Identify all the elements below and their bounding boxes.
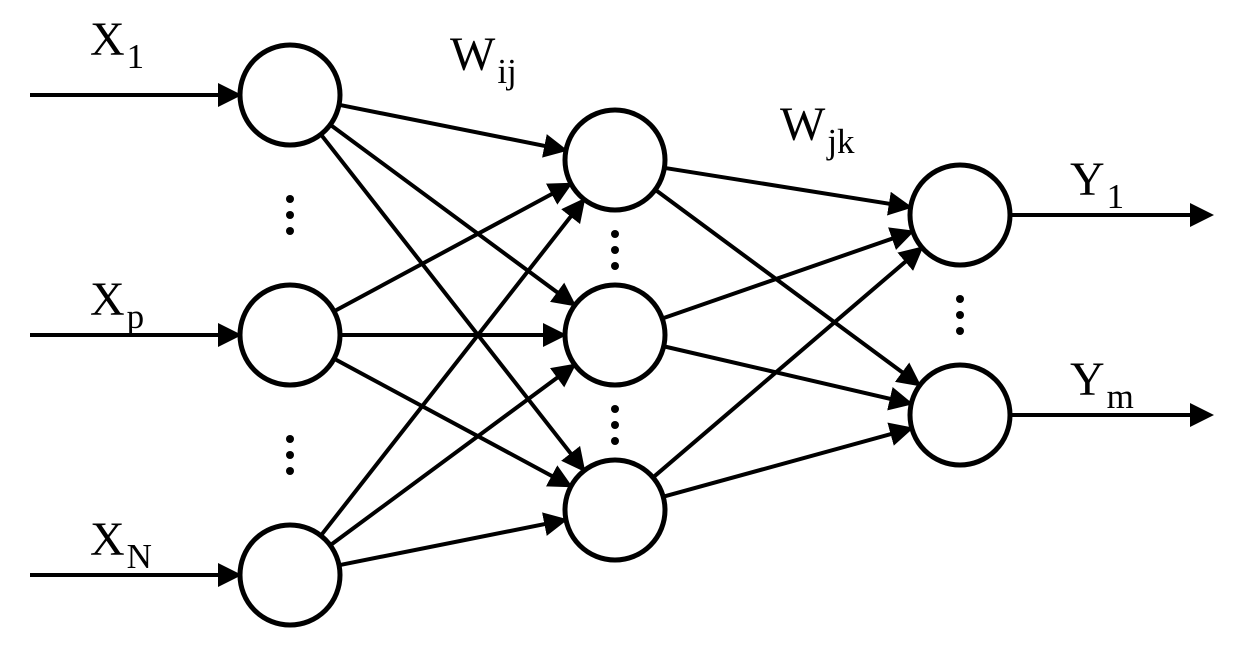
input-label-x1-main: X xyxy=(90,13,125,66)
edge-i1-h2 xyxy=(332,126,573,304)
output-label-ym: Ym xyxy=(1070,353,1134,416)
hidden-node-h2 xyxy=(565,285,665,385)
input-label-x1: X1 xyxy=(90,13,144,76)
weight-label-wij-main: W xyxy=(450,28,496,81)
output-label-y1-sub: 1 xyxy=(1107,177,1125,216)
hidden-node-h1 xyxy=(565,110,665,210)
output-ellipsis-1 xyxy=(956,295,964,335)
input-label-xn-main: X xyxy=(90,513,125,566)
input-label-xn-sub: N xyxy=(127,537,152,576)
edge-h2-o1 xyxy=(664,232,911,318)
output-node-o1 xyxy=(910,165,1010,265)
weight-label-wjk: Wjk xyxy=(780,98,855,161)
input-label-x1-sub: 1 xyxy=(127,37,145,76)
hidden-node-h3 xyxy=(565,460,665,560)
output-label-ym-main: Y xyxy=(1070,353,1105,406)
output-label-y1-main: Y xyxy=(1070,153,1105,206)
edge-i1-h1 xyxy=(341,105,564,150)
edge-i1-h3 xyxy=(322,136,583,469)
input-label-xn: XN xyxy=(90,513,152,576)
hidden-ellipsis-2 xyxy=(611,405,619,445)
output-label-y1: Y1 xyxy=(1070,153,1124,216)
weight-label-wjk-sub: jk xyxy=(825,122,855,161)
input-ellipsis-1 xyxy=(286,195,294,235)
edge-i3-h1 xyxy=(322,201,583,534)
input-label-xp: Xp xyxy=(90,273,144,336)
edge-h1-o1 xyxy=(666,168,908,207)
output-label-ym-sub: m xyxy=(1107,377,1134,416)
weight-label-wij: Wij xyxy=(450,28,517,91)
input-ellipsis-2 xyxy=(286,435,294,475)
hidden-ellipsis-1 xyxy=(611,230,619,270)
output-node-o2 xyxy=(910,365,1010,465)
weight-label-wjk-main: W xyxy=(780,98,826,151)
neural-network-diagram: X1XpXNY1YmWijWjk xyxy=(0,0,1240,669)
input-node-i2 xyxy=(240,285,340,385)
edge-i2-h3 xyxy=(336,360,569,486)
edge-i2-h1 xyxy=(336,185,569,311)
edge-h2-o2 xyxy=(666,347,910,404)
edge-i3-h3 xyxy=(341,520,564,565)
input-node-i1 xyxy=(240,45,340,145)
weight-label-wij-sub: ij xyxy=(497,52,516,91)
edge-h3-o1 xyxy=(655,249,921,476)
edge-i3-h2 xyxy=(332,366,573,544)
edge-h3-o2 xyxy=(665,429,910,496)
input-label-xp-main: X xyxy=(90,273,125,326)
input-label-xp-sub: p xyxy=(127,297,145,336)
input-node-i3 xyxy=(240,525,340,625)
